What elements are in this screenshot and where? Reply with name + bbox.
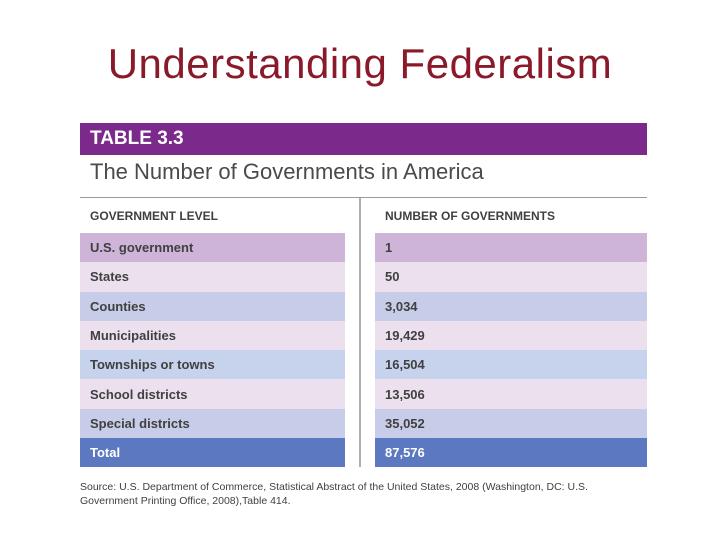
source-note: Source: U.S. Department of Commerce, Sta…	[80, 481, 588, 507]
table-total-row: Total 87,576	[80, 438, 647, 468]
table-subtitle: The Number of Governments in America	[80, 155, 647, 198]
slide-title: Understanding Federalism	[107, 40, 613, 87]
total-count: 87,576	[375, 438, 647, 468]
table-label: TABLE 3.3	[80, 123, 647, 155]
table-row: States 50	[80, 262, 647, 292]
row-level: Townships or towns	[80, 350, 345, 380]
row-count: 13,506	[375, 379, 647, 409]
row-count: 3,034	[375, 291, 647, 321]
row-count: 1	[375, 233, 647, 263]
table-row: Counties 3,034	[80, 291, 647, 321]
row-level: School districts	[80, 379, 345, 409]
table-row: Townships or towns 16,504	[80, 350, 647, 380]
government-table: TABLE 3.3 The Number of Governments in A…	[80, 123, 647, 468]
row-count: 16,504	[375, 350, 647, 380]
table-grid: GOVERNMENT LEVEL NUMBER OF GOVERNMENTS U…	[80, 198, 647, 468]
column-header-count: NUMBER OF GOVERNMENTS	[385, 208, 556, 223]
column-divider	[359, 198, 361, 468]
column-header-level: GOVERNMENT LEVEL	[90, 208, 219, 223]
table-row: School districts 13,506	[80, 379, 647, 409]
row-level: States	[80, 262, 345, 292]
total-label: Total	[80, 438, 345, 468]
row-level: Special districts	[80, 408, 345, 439]
row-count: 35,052	[375, 408, 647, 439]
table-body: U.S. government 1 States 50 Counties 3,034 Mun…	[80, 233, 647, 439]
table-row: Special districts 35,052	[80, 408, 647, 439]
row-level: U.S. government	[80, 233, 345, 263]
row-count: 19,429	[375, 320, 647, 351]
row-level: Counties	[80, 291, 345, 321]
row-level: Municipalities	[80, 320, 345, 351]
table-row: Municipalities 19,429	[80, 320, 647, 351]
row-count: 50	[375, 262, 647, 292]
table-row: U.S. government 1	[80, 233, 647, 263]
table-header-row: GOVERNMENT LEVEL NUMBER OF GOVERNMENTS	[80, 198, 647, 233]
